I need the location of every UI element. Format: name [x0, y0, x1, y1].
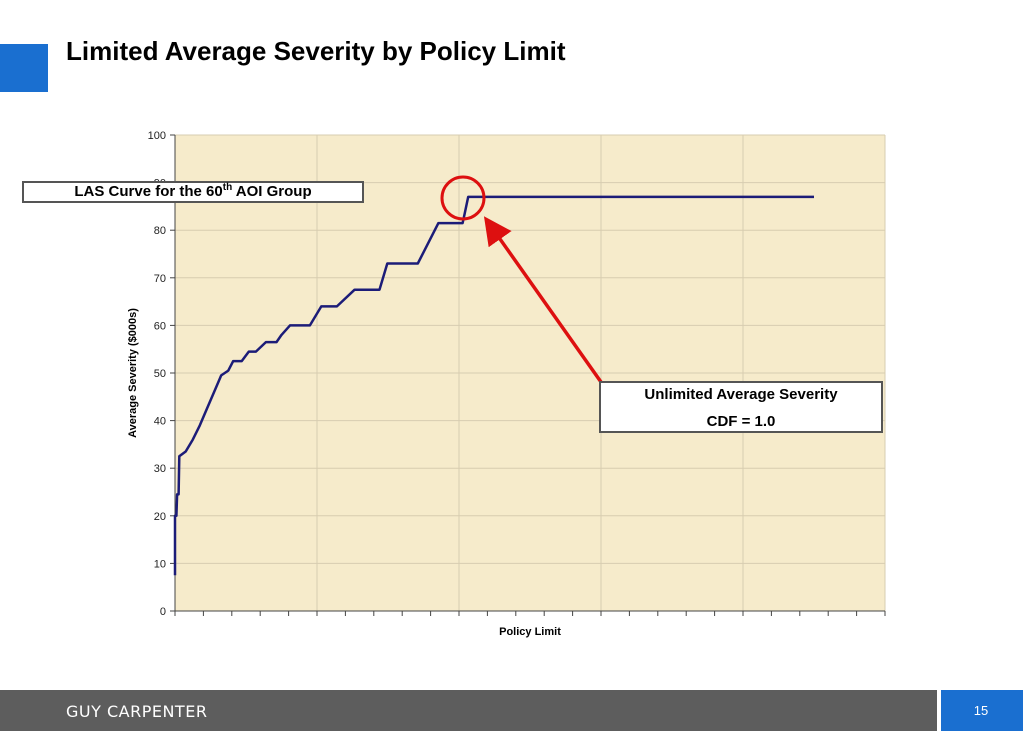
title-accent-square: [0, 44, 48, 92]
callout-line-1: Unlimited Average Severity: [644, 386, 838, 403]
y-axis-title: Average Severity ($000s): [127, 308, 139, 438]
callout-arrow: [483, 216, 603, 384]
y-tick-label: 100: [148, 130, 166, 142]
y-tick-label: 30: [154, 463, 166, 475]
y-tick-label: 10: [154, 558, 166, 570]
y-tick-label: 50: [154, 368, 166, 380]
series-layer: [173, 195, 814, 576]
x-axis-title: Policy Limit: [499, 626, 561, 638]
page-number-box: 15: [941, 690, 1023, 731]
slide-title: Limited Average Severity by Policy Limit: [66, 36, 566, 66]
highlight-circle: [440, 175, 486, 221]
gridlines: [175, 134, 886, 611]
las-label-prefix: LAS Curve for the 60: [74, 183, 223, 200]
las-series-line: [173, 195, 814, 576]
unlimited-severity-callout: Unlimited Average Severity CDF = 1.0: [599, 381, 883, 433]
y-tick-label: 40: [154, 416, 166, 428]
callout-line-2: CDF = 1.0: [706, 413, 776, 430]
y-tick-label: 60: [154, 320, 166, 332]
y-tick-label: 20: [154, 511, 166, 523]
y-tick-label: 80: [154, 225, 166, 237]
las-curve-label: LAS Curve for the 60th AOI Group: [22, 181, 364, 203]
las-label-suffix: AOI Group: [232, 183, 312, 200]
y-tick-label: 0: [160, 606, 166, 618]
footer-bar: GUY CARPENTER: [0, 690, 937, 731]
footer-brand: GUY CARPENTER: [66, 702, 208, 721]
y-tick-labels: 0102030405060708090100: [148, 130, 166, 618]
las-label-superscript: th: [222, 182, 233, 193]
y-tick-label: 70: [154, 273, 166, 285]
page-number: 15: [973, 703, 989, 718]
